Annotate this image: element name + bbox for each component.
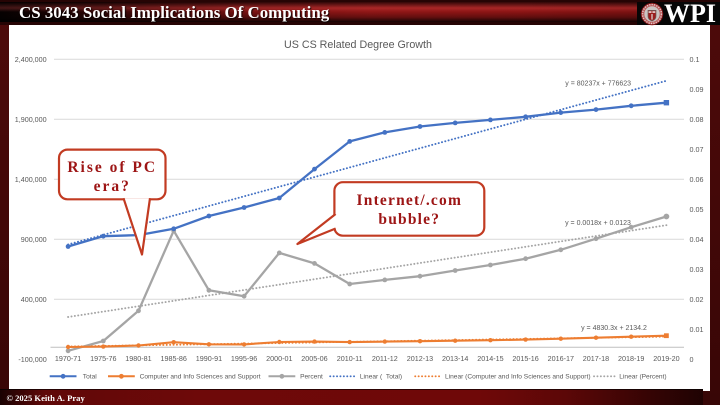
- svg-text:2012-13: 2012-13: [407, 354, 433, 363]
- svg-text:-100,000: -100,000: [18, 355, 46, 364]
- svg-text:1985-86: 1985-86: [161, 354, 187, 363]
- svg-text:2017-18: 2017-18: [583, 354, 609, 363]
- svg-text:era?: era?: [94, 178, 131, 195]
- svg-text:y = 0.0018x + 0.0123: y = 0.0018x + 0.0123: [565, 220, 631, 227]
- svg-text:400,000: 400,000: [21, 295, 47, 304]
- svg-text:1,900,000: 1,900,000: [15, 115, 47, 124]
- svg-text:1980-81: 1980-81: [125, 354, 151, 363]
- svg-text:Rise of PC: Rise of PC: [67, 159, 157, 176]
- svg-text:2016-17: 2016-17: [548, 354, 574, 363]
- svg-text:0.05: 0.05: [690, 205, 704, 214]
- svg-text:0.04: 0.04: [690, 235, 704, 244]
- svg-text:y = 4830.3x + 2134.2: y = 4830.3x + 2134.2: [581, 325, 647, 332]
- svg-text:1975-76: 1975-76: [90, 354, 116, 363]
- svg-text:Internet/.com: Internet/.com: [357, 192, 463, 209]
- svg-text:2011-12: 2011-12: [372, 354, 398, 363]
- svg-text:Linear (Computer and Info Scie: Linear (Computer and Info Sciences and S…: [445, 374, 591, 381]
- svg-text:Linear (Percent): Linear (Percent): [619, 374, 666, 381]
- svg-text:0.07: 0.07: [690, 145, 704, 154]
- svg-text:y = 80237x + 776623: y = 80237x + 776623: [565, 81, 631, 88]
- svg-text:1,400,000: 1,400,000: [15, 175, 47, 184]
- svg-text:1990-91: 1990-91: [196, 354, 222, 363]
- svg-text:bubble?: bubble?: [378, 211, 440, 228]
- svg-text:2010-11: 2010-11: [337, 354, 363, 363]
- svg-text:2019-20: 2019-20: [653, 354, 679, 363]
- svg-text:2014-15: 2014-15: [477, 354, 503, 363]
- svg-text:1970-71: 1970-71: [55, 354, 81, 363]
- svg-text:0.08: 0.08: [690, 115, 704, 124]
- svg-text:0.1: 0.1: [690, 55, 700, 64]
- svg-text:2005-06: 2005-06: [301, 354, 327, 363]
- svg-text:Total: Total: [83, 374, 97, 381]
- svg-text:0.09: 0.09: [690, 85, 704, 94]
- svg-text:0.02: 0.02: [690, 295, 704, 304]
- svg-text:2,400,000: 2,400,000: [15, 55, 47, 64]
- svg-text:US CS Related Degree Growth: US CS Related Degree Growth: [284, 39, 432, 51]
- svg-text:900,000: 900,000: [21, 235, 47, 244]
- svg-text:2000-01: 2000-01: [266, 354, 292, 363]
- svg-text:0.03: 0.03: [690, 265, 704, 274]
- svg-text:0.01: 0.01: [690, 325, 704, 334]
- svg-text:Computer and Info Sciences and: Computer and Info Sciences and Support: [140, 374, 261, 381]
- svg-text:2013-14: 2013-14: [442, 354, 468, 363]
- svg-text:Percent: Percent: [300, 374, 323, 381]
- svg-text:1995-96: 1995-96: [231, 354, 257, 363]
- svg-text:0: 0: [690, 355, 694, 364]
- svg-text:0.06: 0.06: [690, 175, 704, 184]
- svg-text:2015-16: 2015-16: [512, 354, 538, 363]
- svg-text:Linear ( Total): Linear ( Total): [360, 374, 402, 381]
- svg-text:2018-19: 2018-19: [618, 354, 644, 363]
